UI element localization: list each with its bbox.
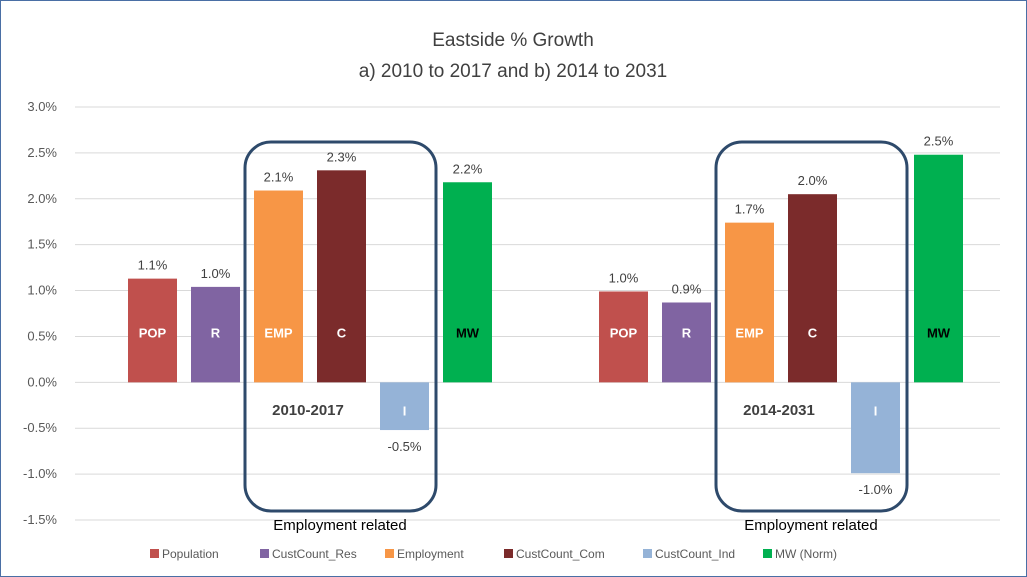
legend-item: CustCount_Res	[272, 547, 357, 561]
bar-emp-2010-2017	[254, 190, 303, 383]
bar-abbr-label: POP	[139, 325, 167, 340]
employment-related-label: Employment related	[744, 517, 877, 534]
y-axis-ticks: 3.0% 2.5% 2.0% 1.5% 1.0% 0.5% 0.0% -0.5% -1.0% -1…	[23, 99, 57, 527]
data-label: 2.2%	[453, 161, 483, 176]
y-tick-label: 2.0%	[27, 191, 57, 206]
chart-title: Eastside % Growth	[432, 30, 594, 51]
chart-subtitle: a) 2010 to 2017 and b) 2014 to 2031	[359, 61, 667, 82]
bar-c-2010-2017	[317, 170, 366, 383]
data-label: -0.5%	[388, 439, 422, 454]
employment-related-label: Employment related	[273, 517, 406, 534]
data-label: 1.7%	[735, 202, 765, 217]
legend-swatch	[504, 549, 513, 558]
y-tick-label: -0.5%	[23, 420, 57, 435]
data-label: 2.1%	[264, 170, 294, 185]
legend-item: Employment	[397, 547, 464, 561]
y-tick-label: 1.5%	[27, 237, 57, 252]
legend-item: CustCount_Com	[516, 547, 605, 561]
bar-abbr-label: I	[874, 403, 878, 418]
legend: Population CustCount_Res Employment CustCou…	[150, 547, 837, 561]
data-label: 2.5%	[924, 134, 954, 149]
bar-i-2010-2017	[380, 382, 429, 431]
bar-abbr-label: I	[403, 403, 407, 418]
bar-abbr-label: POP	[610, 325, 638, 340]
y-tick-label: 0.0%	[27, 374, 57, 389]
data-label: 0.9%	[672, 281, 702, 296]
y-tick-label: 2.5%	[27, 145, 57, 160]
bar-pop-2014-2031	[599, 291, 648, 383]
employment-highlight-box	[243, 140, 438, 513]
data-label: -1.0%	[859, 482, 893, 497]
employment-highlight-box	[714, 140, 909, 513]
bar-abbr-label: EMP	[735, 325, 764, 340]
bar-emp-2014-2031	[725, 222, 774, 383]
bar-r-2010-2017	[191, 286, 240, 383]
bar-i-2014-2031	[851, 382, 900, 474]
bar-abbr-label: R	[211, 325, 221, 340]
y-tick-label: 0.5%	[27, 328, 57, 343]
bar-abbr-label: R	[682, 325, 692, 340]
bar-mw-2014-2031	[914, 154, 963, 383]
y-tick-label: -1.5%	[23, 512, 57, 527]
bar-mw-2010-2017	[443, 182, 492, 383]
highlight-boxes: 2010-2017 Employment related 2014-2031 Empl…	[243, 140, 909, 534]
bar-pop-2010-2017	[128, 278, 177, 383]
group-label: 2010-2017	[272, 402, 344, 419]
legend-swatch	[150, 549, 159, 558]
data-label: 1.0%	[609, 270, 639, 285]
gridlines	[75, 106, 1000, 521]
bar-abbr-label: MW	[927, 325, 951, 340]
bar-abbr-label: C	[337, 325, 347, 340]
legend-item: Population	[162, 547, 219, 561]
bar-abbr-label: EMP	[264, 325, 293, 340]
y-tick-label: -1.0%	[23, 466, 57, 481]
data-label: 2.3%	[327, 149, 357, 164]
data-label: 1.0%	[201, 266, 231, 281]
legend-item: MW (Norm)	[775, 547, 837, 561]
bar-abbr-label: C	[808, 325, 818, 340]
legend-swatch	[385, 549, 394, 558]
legend-item: CustCount_Ind	[655, 547, 735, 561]
y-tick-label: 1.0%	[27, 283, 57, 298]
bar-r-2014-2031	[662, 302, 711, 383]
data-label: 2.0%	[798, 173, 828, 188]
legend-swatch	[643, 549, 652, 558]
legend-swatch	[763, 549, 772, 558]
bar-c-2014-2031	[788, 194, 837, 383]
bar-abbr-label: MW	[456, 325, 480, 340]
bar-series: 1.1% POP 1.0% POP 1.0% R 0.9% R 2.1% EMP 1.7% EMP 2.…	[128, 134, 963, 497]
group-label: 2014-2031	[743, 402, 815, 419]
legend-swatch	[260, 549, 269, 558]
y-tick-label: 3.0%	[27, 99, 57, 114]
data-label: 1.1%	[138, 258, 168, 273]
